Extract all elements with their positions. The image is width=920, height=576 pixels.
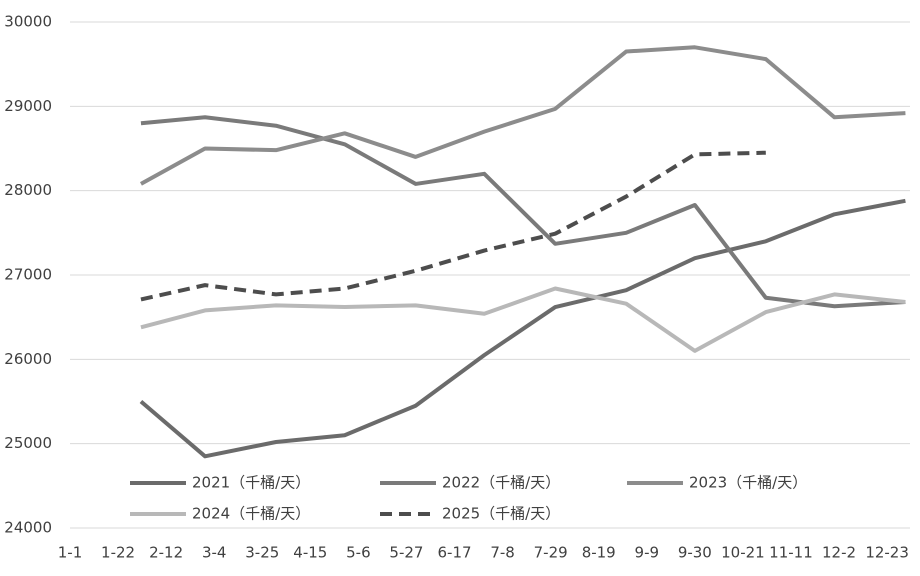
x-tick-label: 2-12: [149, 544, 183, 562]
legend-label: 2023（千桶/天）: [689, 474, 807, 492]
series-line: [139, 198, 906, 459]
y-tick-label: 24000: [4, 519, 52, 537]
x-tick-label: 3-25: [245, 544, 279, 562]
x-tick-label: 8-19: [582, 544, 616, 562]
y-tick-label: 29000: [4, 97, 52, 115]
x-tick-label: 7-8: [490, 544, 515, 562]
legend-label: 2022（千桶/天）: [442, 474, 560, 492]
x-tick-label: 11-11: [769, 544, 813, 562]
y-tick-label: 28000: [4, 181, 52, 199]
legend-label: 2025（千桶/天）: [442, 505, 560, 523]
x-tick-label: 7-29: [534, 544, 568, 562]
x-tick-label: 10-21: [721, 544, 765, 562]
series-line: [140, 286, 906, 353]
legend-label: 2024（千桶/天）: [192, 505, 310, 523]
legend-label: 2021（千桶/天）: [192, 474, 310, 492]
x-tick-label: 9-30: [678, 544, 712, 562]
x-tick-label: 12-23: [865, 544, 909, 562]
x-tick-label: 12-2: [822, 544, 856, 562]
x-tick-label: 9-9: [635, 544, 660, 562]
x-tick-label: 5-27: [389, 544, 423, 562]
x-tick-label: 1-22: [101, 544, 135, 562]
x-tick-label: 1-1: [58, 544, 83, 562]
series-line: [139, 45, 906, 186]
y-tick-label: 25000: [4, 434, 52, 452]
x-tick-label: 3-4: [202, 544, 227, 562]
y-tick-label: 30000: [4, 13, 52, 31]
x-tick-label: 4-15: [293, 544, 327, 562]
series-line: [140, 115, 906, 309]
y-tick-label: 27000: [4, 266, 52, 284]
y-tick-label: 26000: [4, 350, 52, 368]
x-tick-label: 6-17: [437, 544, 471, 562]
x-tick-label: 5-6: [346, 544, 371, 562]
series-line: [140, 150, 766, 302]
